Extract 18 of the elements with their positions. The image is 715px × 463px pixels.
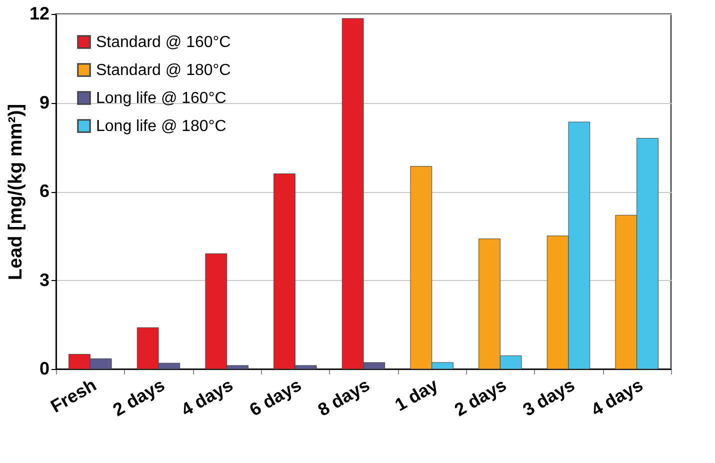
x-tick-label: 6 days: [246, 374, 305, 420]
legend-label: Long life @ 160°C: [96, 90, 226, 107]
y-axis-title: Lead [mg/(kg mm²)]: [5, 104, 26, 280]
x-tick-label: 3 days: [519, 374, 578, 420]
y-tick-label: 0: [39, 358, 50, 378]
x-tick-label: 2 days: [109, 374, 168, 420]
x-tick-label: 2 days: [451, 374, 510, 420]
x-tick-label: 4 days: [178, 374, 236, 420]
y-tick-label: 3: [39, 270, 50, 290]
y-tick-label: 6: [39, 181, 50, 201]
legend-label: Standard @ 160°C: [96, 34, 231, 51]
x-tick-label: 4 days: [588, 374, 646, 420]
x-tick-label: 1 day: [391, 374, 442, 416]
y-tick-label: 9: [39, 92, 50, 112]
legend-label: Long life @ 180°C: [96, 118, 226, 135]
legend-label: Standard @ 180°C: [96, 62, 231, 79]
y-tick-label: 12: [29, 4, 50, 24]
x-tick-label: 8 days: [314, 374, 373, 420]
